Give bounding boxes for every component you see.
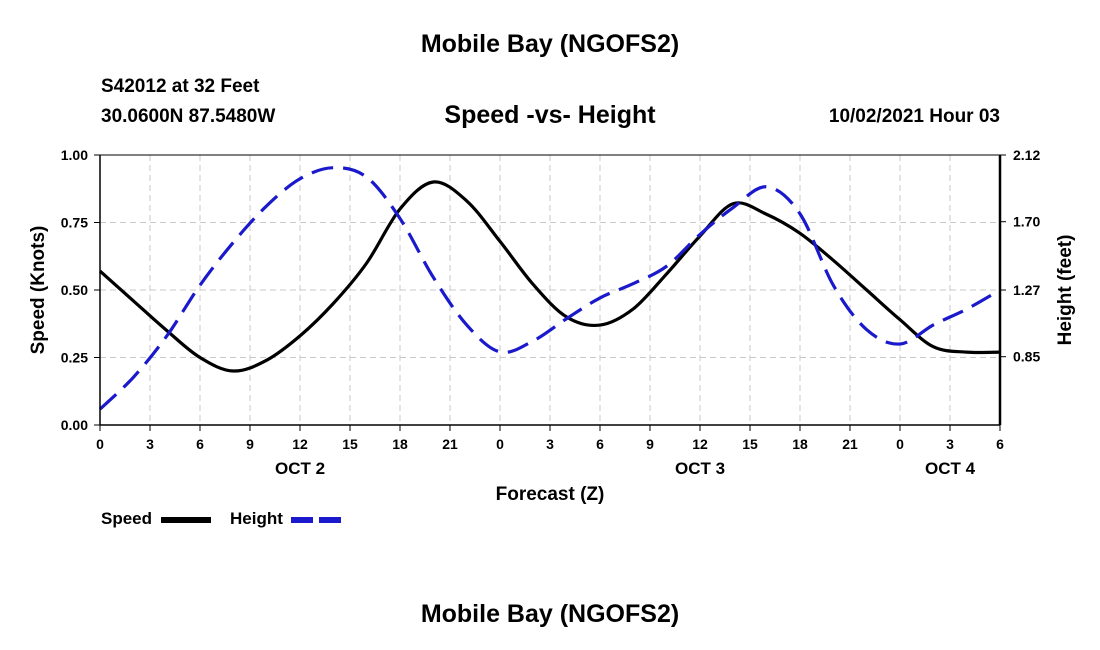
x-tick-label: 21: [442, 436, 458, 452]
x-tick-label: 0: [896, 436, 904, 452]
x-tick-label: 3: [146, 436, 154, 452]
x-tick-label: 0: [496, 436, 504, 452]
legend-height-swatch: [291, 517, 343, 523]
y-tick-label-right: 0.85: [1013, 349, 1040, 365]
series-line-height: [98, 166, 1001, 411]
x-tick-label: 6: [996, 436, 1004, 452]
top-title: Mobile Bay (NGOFS2): [420, 30, 680, 58]
legend-speed-swatch: [161, 517, 211, 523]
coordinates-label: 30.0600N 87.5480W: [101, 106, 276, 127]
date-label: OCT 3: [675, 459, 725, 478]
x-tick-label: 21: [842, 436, 858, 452]
date-label: OCT 4: [925, 459, 976, 478]
series-layer: [98, 166, 1001, 411]
x-tick-label: 3: [946, 436, 954, 452]
timestamp-label: 10/02/2021 Hour 03: [828, 106, 1000, 127]
legend-speed-label: Speed: [101, 509, 153, 528]
x-tick-label: 12: [692, 436, 708, 452]
x-tick-label: 15: [742, 436, 758, 452]
bottom-title: Mobile Bay (NGOFS2): [420, 600, 680, 628]
x-tick-label: 18: [792, 436, 808, 452]
y-tick-label-right: 1.70: [1013, 214, 1040, 230]
series-line-speed: [98, 180, 1001, 373]
station-label: S42012 at 32 Feet: [101, 76, 260, 97]
y-axis-label-left: Speed (Knots): [28, 226, 49, 355]
x-tick-label: 6: [196, 436, 204, 452]
x-tick-label: 3: [546, 436, 554, 452]
x-tick-label: 15: [342, 436, 358, 452]
x-tick-label: 18: [392, 436, 408, 452]
y-axis-label-right: Height (feet): [1055, 235, 1076, 346]
date-label: OCT 2: [275, 459, 325, 478]
y-tick-label-left: 0.75: [61, 215, 88, 231]
x-tick-label: 12: [292, 436, 308, 452]
y-tick-label-left: 1.00: [61, 147, 88, 163]
y-tick-label-left: 0.00: [61, 417, 88, 433]
x-tick-label: 6: [596, 436, 604, 452]
y-tick-label-right: 2.12: [1013, 147, 1040, 163]
y-tick-label-right: 1.27: [1013, 282, 1040, 298]
x-tick-label: 9: [246, 436, 254, 452]
x-tick-label: 0: [96, 436, 104, 452]
tick-layer: 0 3 6 9 12 15 18 21 0 3 6 9 12 15 18 21 0 3 6 OCT 2 OCT 3 OCT…: [61, 147, 1041, 478]
x-axis-label: Forecast (Z): [496, 484, 605, 505]
y-tick-label-left: 0.50: [61, 282, 88, 298]
y-tick-label-left: 0.25: [61, 350, 88, 366]
chart-title: Speed -vs- Height: [444, 101, 656, 129]
legend-height-label: Height: [230, 509, 283, 528]
x-tick-label: 9: [646, 436, 654, 452]
